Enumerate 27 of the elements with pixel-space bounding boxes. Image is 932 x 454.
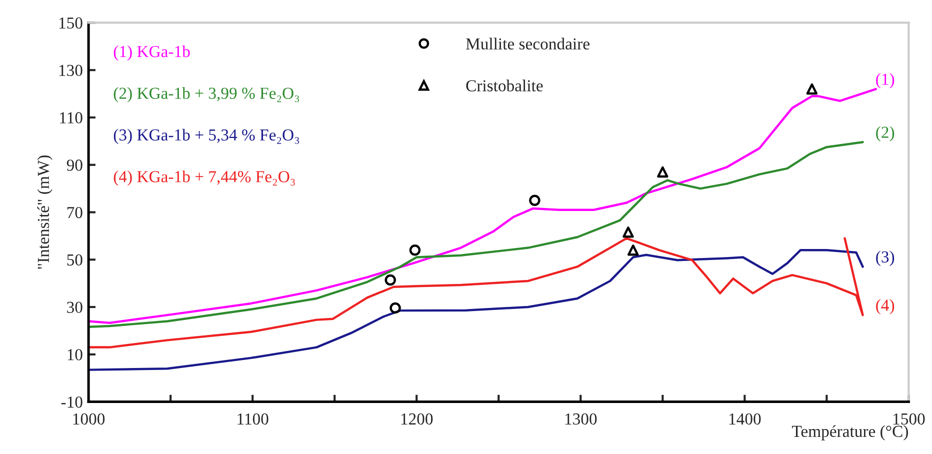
y-tick-label: 30 [67,302,82,313]
y-tick-label: -10 [61,396,82,408]
x-tick-label: 1400 [729,413,761,425]
legend-label: Mullite secondaire [466,38,590,50]
annotation: (3) [876,250,894,266]
y-tick-label: 150 [59,17,82,29]
x-axis-title: Température (°C) [792,425,908,440]
y-axis-title: "Intensité" (mW) [37,156,52,269]
x-tick-label: 1000 [73,413,105,425]
annotation: (1) [876,73,894,88]
x-tick-label: 1200 [401,413,433,425]
text: (4) KGa-1b + 7,44% Fe₂O₃ [114,170,295,186]
text: (1) KGa-1b [114,45,190,61]
text: (3) KGa-1b + 5,34 % Fe₂O₃ [114,128,300,144]
y-tick-label: 90 [66,160,82,171]
x-tick-label: 1100 [238,413,268,425]
x-tick-label: 1500 [894,413,925,425]
annotation: (4) [876,299,894,314]
annotation: (2) [876,126,894,142]
y-tick-label: 70 [67,206,82,218]
y-tick-label: 50 [67,254,82,266]
legend-label: Cristobalite [466,80,543,92]
y-tick-label: 130 [59,64,82,76]
text: (2) KGa-1b + 3,99 % Fe₂O₃ [114,87,300,102]
y-tick-label: 110 [60,112,82,124]
x-tick-label: 1300 [565,413,597,425]
y-tick-label: 10 [68,349,82,360]
